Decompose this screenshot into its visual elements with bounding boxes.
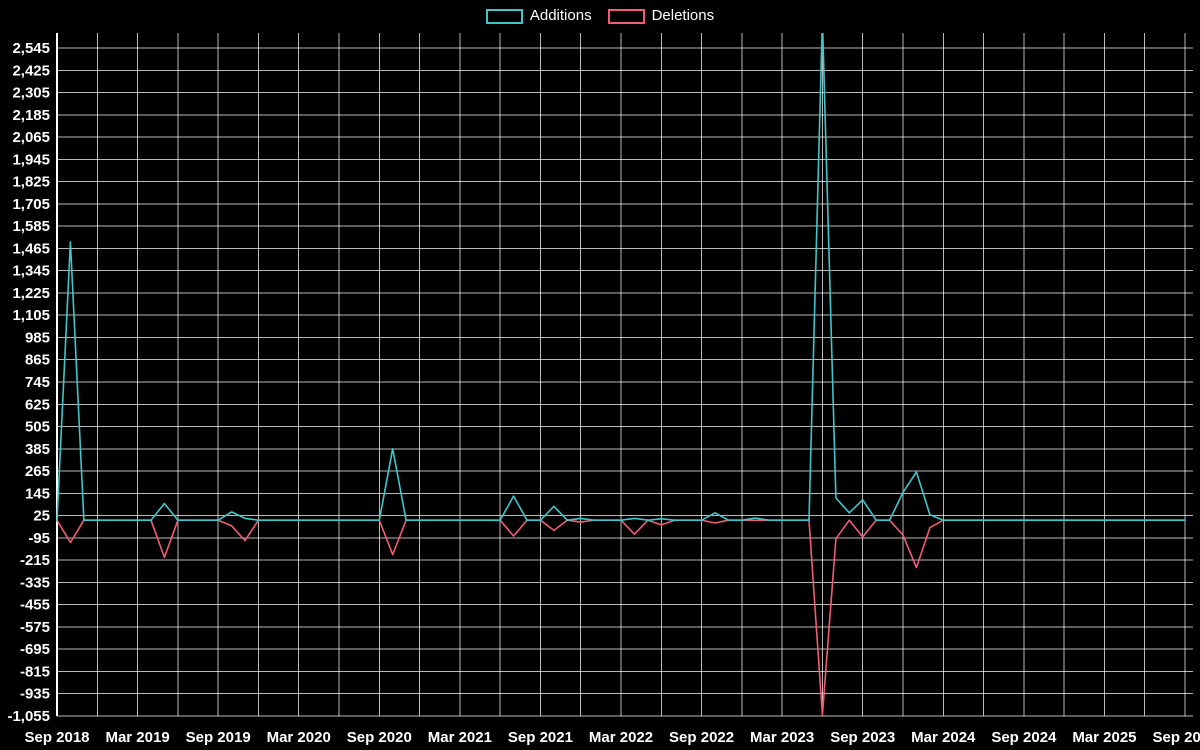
legend-label-additions: Additions: [529, 7, 592, 24]
x-tick-label: Sep 2025: [1152, 729, 1200, 746]
series-line-additions: [56, 33, 1186, 522]
y-tick-label: 145: [25, 485, 50, 502]
x-tick-label: Mar 2021: [428, 729, 492, 746]
y-tick-label: 265: [25, 463, 50, 480]
y-tick-label: 1,585: [12, 218, 50, 235]
y-tick-label: -695: [20, 641, 50, 658]
x-tick-label: Sep 2020: [347, 729, 412, 746]
x-tick-label: Sep 2018: [24, 729, 89, 746]
y-tick-label: 25: [33, 508, 50, 525]
y-tick-label: -455: [20, 597, 50, 614]
y-tick-label: -1,055: [7, 708, 50, 725]
y-tick-label: 625: [25, 396, 50, 413]
y-tick-label: 985: [25, 329, 50, 346]
y-tick-label: 505: [25, 419, 50, 436]
x-tick-label: Sep 2023: [830, 729, 895, 746]
additions-swatch-icon: [485, 8, 523, 24]
y-tick-label: 865: [25, 352, 50, 369]
y-tick-label: 1,465: [12, 240, 50, 257]
deletions-swatch-icon: [607, 8, 645, 24]
y-tick-label: -335: [20, 574, 50, 591]
y-tick-label: 1,705: [12, 196, 50, 213]
legend-label-deletions: Deletions: [651, 7, 715, 24]
x-tick-label: Sep 2022: [669, 729, 734, 746]
y-tick-label: -95: [28, 530, 50, 547]
x-tick-label: Mar 2024: [911, 729, 976, 746]
x-tick-label: Mar 2020: [267, 729, 331, 746]
y-tick-label: 1,345: [12, 263, 50, 280]
x-tick-label: Mar 2025: [1072, 729, 1136, 746]
y-tick-label: 2,425: [12, 62, 50, 79]
y-tick-label: 385: [25, 441, 50, 458]
legend: Additions Deletions: [0, 7, 1200, 25]
y-tick-label: 1,945: [12, 151, 50, 168]
y-tick-label: -215: [20, 552, 50, 569]
y-tick-label: 745: [25, 374, 50, 391]
x-tick-label: Sep 2019: [186, 729, 251, 746]
y-tick-label: 2,305: [12, 85, 50, 102]
y-tick-label: -575: [20, 619, 50, 636]
x-tick-label: Mar 2022: [589, 729, 653, 746]
y-tick-label: 2,185: [12, 107, 50, 124]
y-tick-label: 1,825: [12, 174, 50, 191]
x-tick-label: Sep 2021: [508, 729, 573, 746]
y-tick-label: -815: [20, 663, 50, 680]
legend-item-additions[interactable]: Additions: [485, 7, 592, 25]
y-tick-label: 1,225: [12, 285, 50, 302]
y-tick-label: -935: [20, 686, 50, 703]
x-tick-label: Mar 2019: [105, 729, 169, 746]
y-tick-label: 1,105: [12, 307, 50, 324]
y-tick-label: 2,545: [12, 40, 50, 57]
x-tick-label: Sep 2024: [991, 729, 1057, 746]
y-tick-label: 2,065: [12, 129, 50, 146]
legend-item-deletions[interactable]: Deletions: [607, 7, 715, 25]
x-tick-label: Mar 2023: [750, 729, 814, 746]
